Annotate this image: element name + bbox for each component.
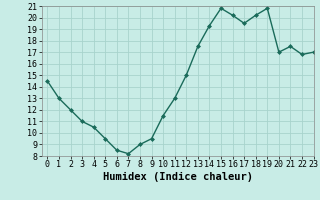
X-axis label: Humidex (Indice chaleur): Humidex (Indice chaleur) bbox=[103, 172, 252, 182]
